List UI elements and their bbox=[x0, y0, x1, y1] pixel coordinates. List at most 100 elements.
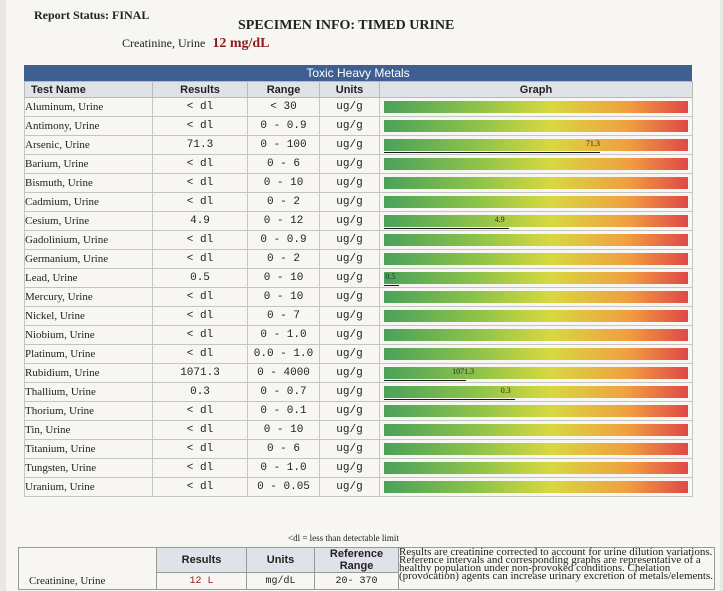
col-range: Range bbox=[247, 81, 320, 98]
graph-cell: 71.3 bbox=[379, 135, 693, 155]
creatinine-value-row: 12 L mg/dL 20- 370 bbox=[19, 572, 715, 590]
creatinine-result: 12 L bbox=[156, 572, 247, 590]
test-name-cell: Gadolinium, Urine bbox=[24, 230, 153, 250]
table-header-row: Test Name Results Range Units Graph bbox=[24, 81, 693, 98]
result-marker-line bbox=[384, 152, 600, 153]
table-row: Tin, Urine < dl 0 - 10 ug/g bbox=[24, 420, 693, 440]
units-cell: ug/g bbox=[319, 135, 380, 155]
table-row: Bismuth, Urine < dl 0 - 10 ug/g bbox=[24, 173, 693, 193]
range-cell: 0 - 10 bbox=[247, 287, 320, 307]
table-row: Uranium, Urine < dl 0 - 0.05 ug/g bbox=[24, 477, 693, 497]
range-cell: 0 - 10 bbox=[247, 173, 320, 193]
test-name-cell: Antimony, Urine bbox=[24, 116, 153, 136]
result-cell: < dl bbox=[152, 230, 248, 250]
reference-range-bar bbox=[384, 329, 688, 341]
range-cell: 0 - 2 bbox=[247, 192, 320, 212]
test-name-cell: Cadmium, Urine bbox=[24, 192, 153, 212]
units-cell: ug/g bbox=[319, 420, 380, 440]
range-cell: 0 - 7 bbox=[247, 306, 320, 326]
range-cell: 0 - 0.05 bbox=[247, 477, 320, 497]
reference-range-bar bbox=[384, 310, 688, 322]
result-cell: < dl bbox=[152, 97, 248, 117]
result-cell: < dl bbox=[152, 173, 248, 193]
table-row: Aluminum, Urine < dl < 30 ug/g bbox=[24, 97, 693, 117]
table-row: Cadmium, Urine < dl 0 - 2 ug/g bbox=[24, 192, 693, 212]
units-cell: ug/g bbox=[319, 154, 380, 174]
table-row: Thorium, Urine < dl 0 - 0.1 ug/g bbox=[24, 401, 693, 421]
footnote: <dl = less than detectable limit bbox=[288, 533, 399, 543]
range-cell: 0 - 0.9 bbox=[247, 116, 320, 136]
result-cell: 0.3 bbox=[152, 382, 248, 402]
units-cell: ug/g bbox=[319, 439, 380, 459]
test-name-cell: Platinum, Urine bbox=[24, 344, 153, 364]
result-marker-label: 1071.3 bbox=[452, 367, 475, 376]
range-cell: 0 - 6 bbox=[247, 439, 320, 459]
graph-cell bbox=[379, 192, 693, 212]
creatinine-note: Results are creatinine corrected to acco… bbox=[398, 547, 715, 590]
graph-cell bbox=[379, 154, 693, 174]
test-name-cell: Uranium, Urine bbox=[24, 477, 153, 497]
test-name-cell: Nickel, Urine bbox=[24, 306, 153, 326]
range-cell: 0 - 1.0 bbox=[247, 325, 320, 345]
range-cell: 0 - 10 bbox=[247, 420, 320, 440]
test-name-cell: Lead, Urine bbox=[24, 268, 153, 288]
result-cell: < dl bbox=[152, 477, 248, 497]
creatinine-label: Creatinine, Urine bbox=[122, 36, 206, 50]
units-cell: ug/g bbox=[319, 363, 380, 383]
creatinine-summary: Creatinine, Urine 12 mg/dL bbox=[122, 36, 270, 52]
result-marker-line bbox=[384, 228, 509, 229]
result-cell: < dl bbox=[152, 439, 248, 459]
range-cell: 0 - 4000 bbox=[247, 363, 320, 383]
graph-cell bbox=[379, 477, 693, 497]
test-name-cell: Germanium, Urine bbox=[24, 249, 153, 269]
result-cell: < dl bbox=[152, 116, 248, 136]
units-cell: ug/g bbox=[319, 382, 380, 402]
table-row: Titanium, Urine < dl 0 - 6 ug/g bbox=[24, 439, 693, 459]
test-name-cell: Thorium, Urine bbox=[24, 401, 153, 421]
creatinine-ref-range: 20- 370 bbox=[314, 572, 399, 590]
reference-range-bar: 0.3 bbox=[384, 386, 688, 400]
reference-range-bar bbox=[384, 481, 688, 493]
specimen-title: SPECIMEN INFO: TIMED URINE bbox=[238, 18, 455, 33]
range-cell: 0 - 10 bbox=[247, 268, 320, 288]
table-row: Germanium, Urine < dl 0 - 2 ug/g bbox=[24, 249, 693, 269]
creatinine-col-results: Results bbox=[156, 547, 247, 573]
report-status: Report Status: FINAL bbox=[34, 8, 150, 22]
table-row: Platinum, Urine < dl 0.0 - 1.0 ug/g bbox=[24, 344, 693, 364]
table-row: Niobium, Urine < dl 0 - 1.0 ug/g bbox=[24, 325, 693, 345]
table-row: Arsenic, Urine 71.3 0 - 100 ug/g 71.3 bbox=[24, 135, 693, 155]
range-cell: 0 - 0.9 bbox=[247, 230, 320, 250]
units-cell: ug/g bbox=[319, 344, 380, 364]
reference-range-bar bbox=[384, 424, 688, 436]
result-marker-label: 0.5 bbox=[385, 272, 396, 281]
test-name-cell: Niobium, Urine bbox=[24, 325, 153, 345]
test-name-cell: Titanium, Urine bbox=[24, 439, 153, 459]
result-cell: < dl bbox=[152, 287, 248, 307]
reference-range-bar bbox=[384, 120, 688, 132]
reference-range-bar bbox=[384, 158, 688, 170]
units-cell: ug/g bbox=[319, 192, 380, 212]
graph-cell bbox=[379, 325, 693, 345]
result-marker-line bbox=[384, 399, 515, 400]
result-cell: < dl bbox=[152, 420, 248, 440]
creatinine-col-ref: Reference Range bbox=[314, 547, 399, 573]
units-cell: ug/g bbox=[319, 268, 380, 288]
reference-range-bar bbox=[384, 462, 688, 474]
result-marker-line bbox=[384, 285, 400, 286]
graph-cell: 0.3 bbox=[379, 382, 693, 402]
range-cell: 0 - 2 bbox=[247, 249, 320, 269]
result-marker-label: 0.3 bbox=[500, 386, 511, 395]
graph-cell bbox=[379, 230, 693, 250]
reference-range-bar bbox=[384, 234, 688, 246]
reference-range-bar bbox=[384, 291, 688, 303]
result-cell: < dl bbox=[152, 154, 248, 174]
test-name-cell: Cesium, Urine bbox=[24, 211, 153, 231]
reference-range-bar bbox=[384, 443, 688, 455]
reference-range-bar: 4.9 bbox=[384, 215, 688, 229]
result-marker-line bbox=[384, 380, 467, 381]
test-name-cell: Thallium, Urine bbox=[24, 382, 153, 402]
reference-range-bar bbox=[384, 405, 688, 417]
units-cell: ug/g bbox=[319, 458, 380, 478]
result-marker-label: 71.3 bbox=[585, 139, 600, 148]
table-row: Thallium, Urine 0.3 0 - 0.7 ug/g 0.3 bbox=[24, 382, 693, 402]
